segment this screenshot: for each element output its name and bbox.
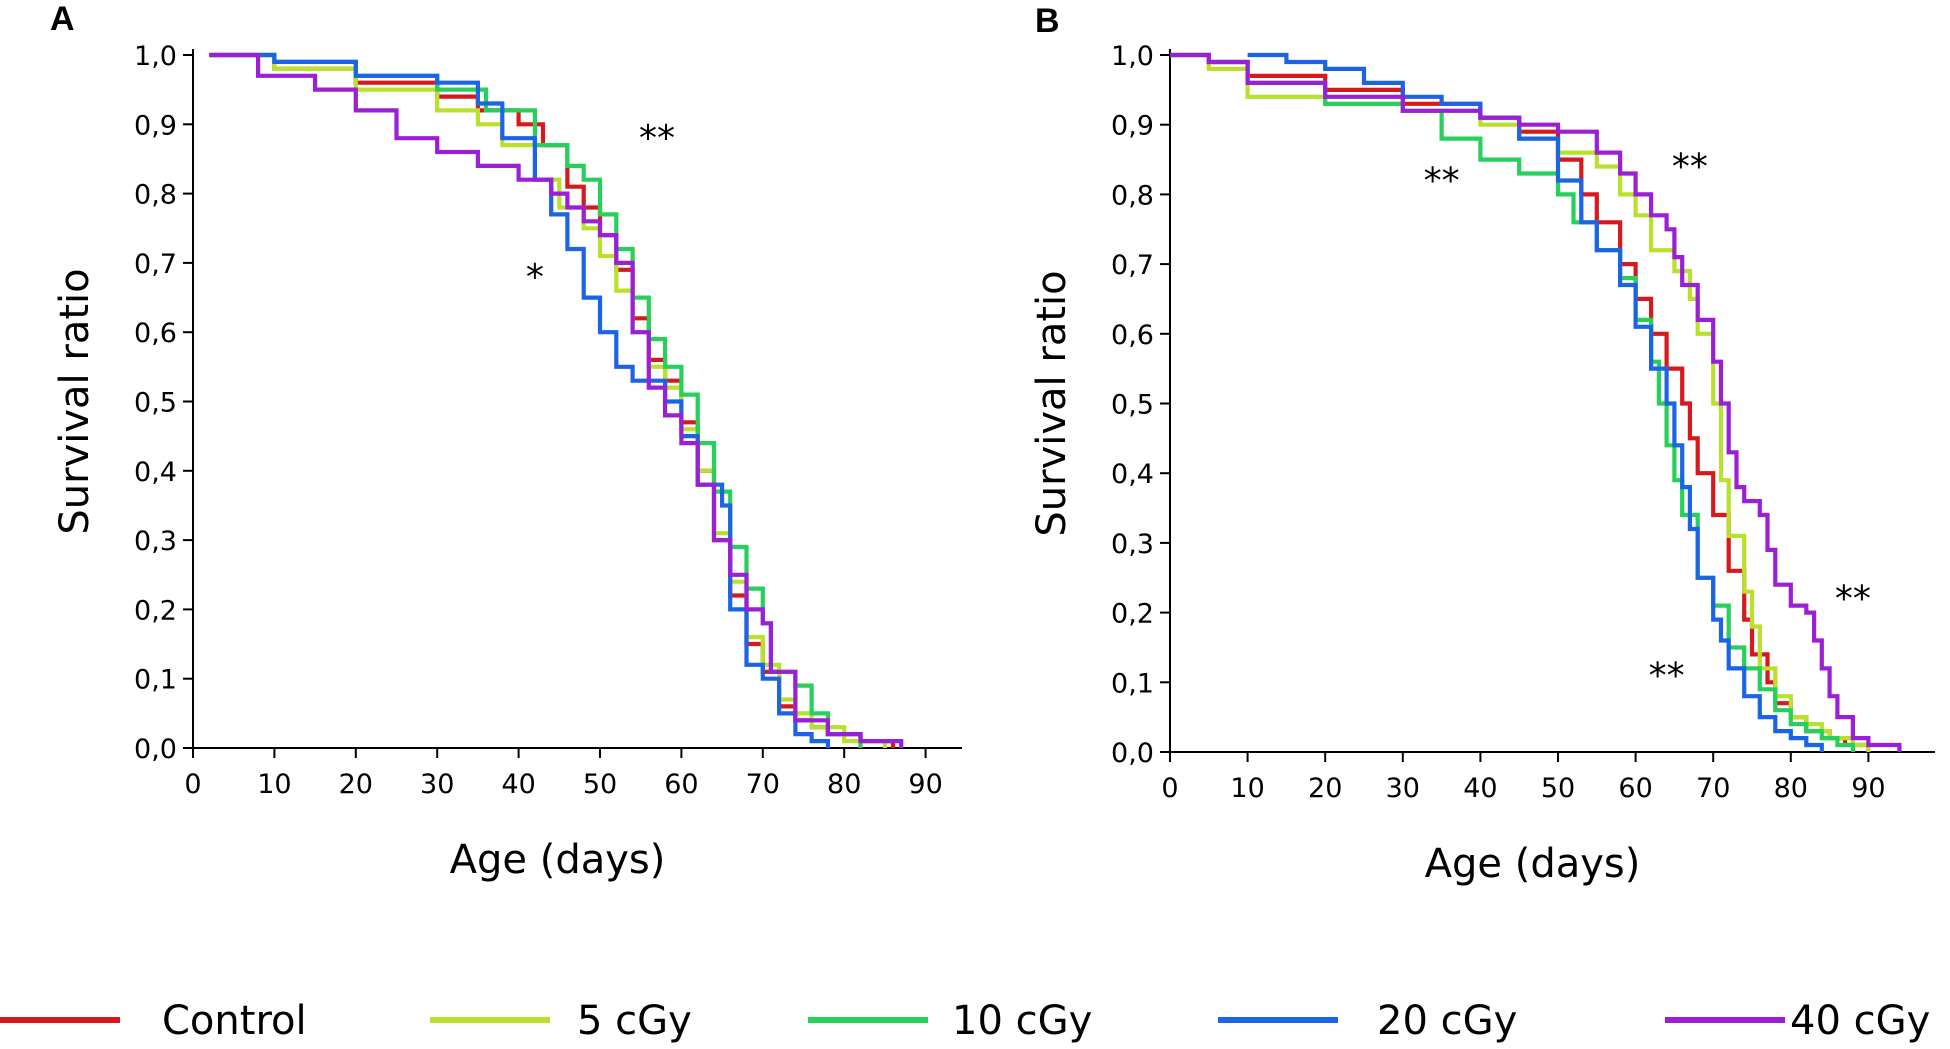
- x-tick-label: 50: [583, 769, 617, 800]
- x-tick-label: 20: [339, 769, 373, 800]
- x-tick-label: 90: [1851, 773, 1885, 804]
- x-tick-label: 0: [1161, 773, 1178, 804]
- series-10-cgy-curve: [1170, 52, 1855, 752]
- series-5-cgy-curve: [209, 52, 887, 748]
- y-tick-label: 0,9: [1111, 111, 1154, 142]
- legend: Control 5 cGy 10 cGy 20 cGy 40 cGy: [0, 998, 1930, 1044]
- x-tick-label: 10: [257, 769, 291, 800]
- y-tick-label: 0,2: [134, 595, 177, 626]
- significance-marker: *: [526, 257, 544, 298]
- panel-letter-b: B: [1035, 2, 1060, 40]
- x-tick-label: 40: [1463, 773, 1497, 804]
- x-tick-label: 80: [1774, 773, 1808, 804]
- significance-marker: **: [1672, 147, 1708, 188]
- series-20-cgy-curve: [209, 52, 830, 748]
- x-axis-title: Age (days): [1425, 841, 1641, 887]
- y-tick-label: 0,7: [1111, 250, 1154, 281]
- series-control-curve: [209, 52, 896, 748]
- y-tick-label: 0,8: [134, 180, 177, 211]
- y-tick-label: 0,0: [134, 734, 177, 765]
- legend-label-10-cgy: 10 cGy: [952, 998, 1092, 1044]
- legend-label-40-cgy: 40 cGy: [1790, 998, 1930, 1044]
- x-tick-label: 60: [664, 769, 698, 800]
- y-tick-label: 0,2: [1111, 599, 1154, 630]
- y-tick-label: 0,7: [134, 249, 177, 280]
- y-tick-label: 0,4: [1111, 459, 1154, 490]
- significance-marker: **: [1649, 655, 1685, 696]
- x-tick-label: 20: [1308, 773, 1342, 804]
- legend-item-5-cgy: 5 cGy: [430, 998, 692, 1044]
- y-tick-label: 0,6: [134, 318, 177, 349]
- legend-item-20-cgy: 20 cGy: [1218, 998, 1517, 1044]
- significance-marker: **: [1835, 579, 1871, 620]
- legend-item-10-cgy: 10 cGy: [808, 998, 1092, 1044]
- series-40-cgy-curve: [209, 52, 904, 748]
- x-tick-label: 70: [746, 769, 780, 800]
- y-tick-label: 0,0: [1111, 738, 1154, 769]
- legend-label-5-cgy: 5 cGy: [577, 998, 692, 1044]
- x-tick-label: 60: [1618, 773, 1652, 804]
- y-tick-label: 0,5: [1111, 390, 1154, 421]
- panel-letter-a: A: [50, 0, 75, 38]
- x-tick-label: 90: [908, 769, 942, 800]
- x-tick-label: 50: [1541, 773, 1575, 804]
- y-tick-label: 0,8: [1111, 180, 1154, 211]
- x-tick-label: 10: [1230, 773, 1264, 804]
- y-tick-label: 1,0: [134, 41, 177, 72]
- x-tick-label: 30: [1386, 773, 1420, 804]
- y-tick-label: 0,3: [1111, 529, 1154, 560]
- y-axis-title: Survival ratio: [52, 268, 98, 534]
- y-tick-label: 0,3: [134, 526, 177, 557]
- significance-marker: **: [1424, 160, 1460, 201]
- x-tick-label: 80: [827, 769, 861, 800]
- x-tick-label: 30: [420, 769, 454, 800]
- y-tick-label: 0,4: [134, 457, 177, 488]
- series-20-cgy-curve: [1247, 52, 1824, 752]
- legend-item-40-cgy: 40 cGy: [1665, 998, 1930, 1044]
- y-tick-label: 0,5: [134, 388, 177, 419]
- series-40-cgy-curve: [1170, 52, 1902, 752]
- panel-a: A 0,0 0,1 0,2 0,3 0,4 0,5 0,6 0,7 0,8 0,9 1,0 0 10 20…: [50, 0, 962, 883]
- x-tick-label: 70: [1696, 773, 1730, 804]
- y-tick-label: 0,1: [134, 665, 177, 696]
- y-tick-label: 0,1: [1111, 668, 1154, 699]
- panel-b: B 0,0 0,1 0,2 0,3 0,4 0,5 0,6 0,7 0,8 0,9 1,0 0 10 20…: [1029, 2, 1935, 887]
- legend-label-control: Control: [162, 998, 307, 1044]
- y-tick-label: 0,6: [1111, 320, 1154, 351]
- x-tick-label: 40: [501, 769, 535, 800]
- y-axis-title: Survival ratio: [1029, 270, 1075, 536]
- significance-marker: **: [639, 118, 675, 159]
- y-tick-label: 1,0: [1111, 41, 1154, 72]
- x-tick-label: 0: [184, 769, 201, 800]
- x-axis-title: Age (days): [450, 837, 666, 883]
- legend-label-20-cgy: 20 cGy: [1377, 998, 1517, 1044]
- legend-item-control: Control: [0, 998, 307, 1044]
- y-tick-label: 0,9: [134, 110, 177, 141]
